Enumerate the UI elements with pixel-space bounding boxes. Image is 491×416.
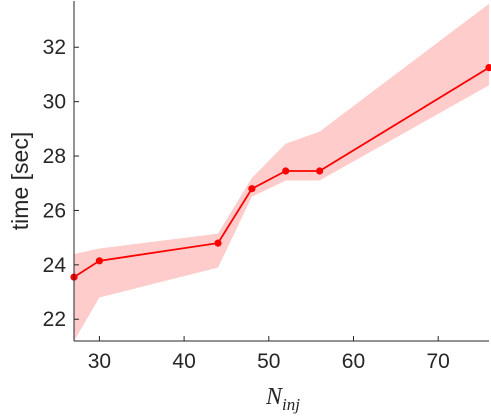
x-tick-label: 30 <box>88 350 111 373</box>
data-point <box>316 167 324 175</box>
y-tick-label: 32 <box>43 36 66 59</box>
x-axis-label: Ninj <box>265 384 300 414</box>
data-point <box>485 64 491 72</box>
y-tick-label: 26 <box>43 199 66 222</box>
y-tick-label: 28 <box>43 145 66 168</box>
data-point <box>282 167 290 175</box>
x-tick-label: 50 <box>257 350 280 373</box>
y-axis-label: time [sec] <box>7 132 33 230</box>
x-tick-label: 60 <box>342 350 365 373</box>
x-axis-label-subscript: inj <box>282 395 300 414</box>
axes <box>73 1 489 342</box>
x-axis-label-main: N <box>265 384 284 410</box>
y-tick-labels: 22 24 26 28 30 32 <box>43 36 67 331</box>
x-tick-label: 40 <box>172 350 195 373</box>
y-tick-label: 24 <box>43 254 67 277</box>
data-point <box>248 185 256 193</box>
x-tick-label: 70 <box>427 350 450 373</box>
x-tick-labels: 30 40 50 60 70 <box>88 350 450 373</box>
data-point <box>214 239 222 247</box>
y-tick-label: 30 <box>43 91 66 114</box>
y-tick-label: 22 <box>43 308 66 331</box>
series-line-layer <box>70 64 491 281</box>
data-point <box>95 257 103 265</box>
